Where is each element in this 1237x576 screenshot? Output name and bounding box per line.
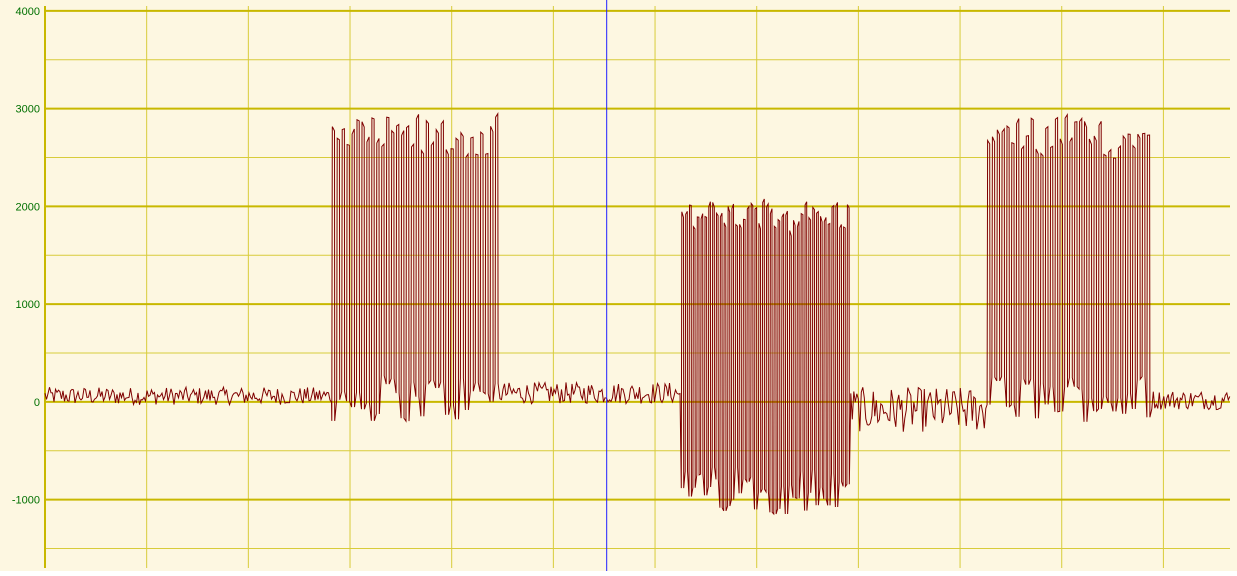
y-tick-label: 3000 [16, 104, 40, 116]
grid-layer [44, 6, 1230, 568]
signal-trace [44, 111, 1231, 516]
y-tick-label: -1000 [12, 495, 40, 507]
y-tick-label: 0 [34, 397, 40, 409]
y-tick-labels: 4000 3000 2000 1000 0 -1000 [12, 6, 40, 507]
y-tick-label: 4000 [16, 6, 40, 18]
trace-layer [44, 111, 1231, 516]
y-tick-label: 1000 [16, 299, 40, 311]
y-tick-label: 2000 [16, 201, 40, 213]
